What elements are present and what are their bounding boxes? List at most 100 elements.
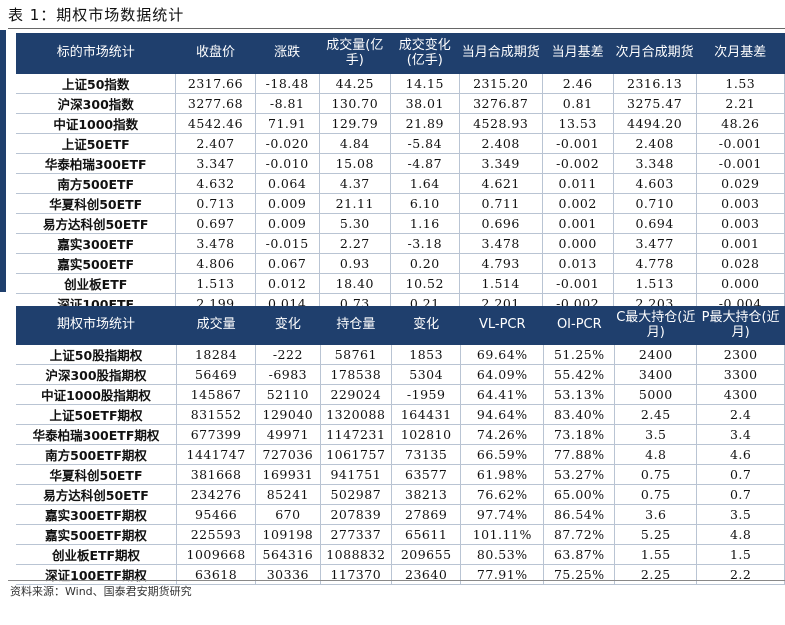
table-cell: 23640 xyxy=(391,564,462,585)
table-cell: 0.067 xyxy=(255,253,320,274)
table-cell: 63577 xyxy=(391,464,462,485)
table-cell: 73135 xyxy=(391,444,462,465)
table-cell: 61.98% xyxy=(460,464,545,485)
table-cell: 3.4 xyxy=(696,424,785,445)
table-cell: 49971 xyxy=(255,424,321,445)
column-header: 次月基差 xyxy=(696,33,785,74)
table-cell: 77.91% xyxy=(460,564,545,585)
table-row: 华夏科创50ETF 381668 169931 941751 63577 61.98% 53… xyxy=(16,464,785,485)
row-label: 上证50股指期权 xyxy=(16,344,178,365)
table-cell: 76.62% xyxy=(460,484,545,505)
table-cell: -0.001 xyxy=(542,133,614,154)
table-cell: 1088832 xyxy=(320,544,393,565)
table-cell: 4.632 xyxy=(175,173,256,194)
row-label: 嘉实500ETF期权 xyxy=(16,524,178,545)
table-cell: 64.41% xyxy=(460,384,545,405)
table-cell: -0.015 xyxy=(255,233,320,254)
table-cell: 48.26 xyxy=(696,113,785,134)
table-cell: 109198 xyxy=(255,524,321,545)
row-label: 中证1000指数 xyxy=(16,113,177,134)
table-cell: 63.87% xyxy=(543,544,616,565)
table-cell: 66.59% xyxy=(460,444,545,465)
table-cell: 15.08 xyxy=(319,153,391,174)
table-cell: 3277.68 xyxy=(175,93,256,114)
column-header: 成交量 xyxy=(176,306,257,345)
table-cell: 0.7 xyxy=(696,484,785,505)
table-cell: 0.711 xyxy=(459,193,543,214)
row-label: 中证1000股指期权 xyxy=(16,384,178,405)
table-cell: 2.21 xyxy=(696,93,785,114)
table-cell: 381668 xyxy=(176,464,257,485)
table-cell: 5000 xyxy=(614,384,698,405)
table-cell: 21.89 xyxy=(390,113,460,134)
source-divider xyxy=(8,580,785,581)
table-cell: 4300 xyxy=(696,384,785,405)
table-row: 嘉实300ETF期权 95466 670 207839 27869 97.74% 86.54… xyxy=(16,504,785,525)
table-cell: 4542.46 xyxy=(175,113,256,134)
table-row: 深证100ETF期权 63618 30336 117370 23640 77.91% 75.… xyxy=(16,564,785,585)
table-cell: -222 xyxy=(255,344,321,365)
table-cell: 4.621 xyxy=(459,173,543,194)
table-cell: 69.64% xyxy=(460,344,545,365)
table-row: 嘉实300ETF 3.478 -0.015 2.27 -3.18 3.478 0.000 3.… xyxy=(16,233,785,254)
row-label: 上证50ETF期权 xyxy=(16,404,178,425)
row-label: 华夏科创50ETF xyxy=(16,193,177,214)
row-label: 易方达科创50ETF xyxy=(16,484,178,505)
table-cell: 5.30 xyxy=(319,213,391,234)
table-row: 易方达科创50ETF 234276 85241 502987 38213 76.62% 65… xyxy=(16,484,785,505)
row-label: 华泰柏瑞300ETF期权 xyxy=(16,424,178,445)
table-row: 上证50股指期权 18284 -222 58761 1853 69.64% 51.25% 24… xyxy=(16,344,785,365)
table-cell: 102810 xyxy=(391,424,462,445)
table-cell: 0.697 xyxy=(175,213,256,234)
table-cell: 18284 xyxy=(176,344,257,365)
table-cell: 1009668 xyxy=(176,544,257,565)
table-cell: 5304 xyxy=(391,364,462,385)
table-cell: 3.6 xyxy=(614,504,698,525)
table-cell: 0.75 xyxy=(614,484,698,505)
table-cell: -4.87 xyxy=(390,153,460,174)
table-row: 创业板ETF期权 1009668 564316 1088832 209655 80.53%… xyxy=(16,544,785,565)
table-cell: -5.84 xyxy=(390,133,460,154)
table-cell: 38.01 xyxy=(390,93,460,114)
table-cell: 55.42% xyxy=(543,364,616,385)
table-cell: 3.348 xyxy=(613,153,697,174)
column-header: OI-PCR xyxy=(543,306,616,345)
table-cell: 6.10 xyxy=(390,193,460,214)
row-label: 深证100ETF期权 xyxy=(16,564,178,585)
table-cell: 3300 xyxy=(696,364,785,385)
table-cell: 564316 xyxy=(255,544,321,565)
table-cell: 0.003 xyxy=(696,193,785,214)
table-cell: 3276.87 xyxy=(459,93,543,114)
table-cell: 1.55 xyxy=(614,544,698,565)
table-cell: 74.26% xyxy=(460,424,545,445)
column-header: 变化 xyxy=(391,306,462,345)
table-cell: -6983 xyxy=(255,364,321,385)
table-cell: 0.696 xyxy=(459,213,543,234)
table-row: 沪深300指数 3277.68 -8.81 130.70 38.01 3276.87 0.8… xyxy=(16,93,785,114)
table-cell: 677399 xyxy=(176,424,257,445)
column-header: 涨跌 xyxy=(255,33,320,74)
table-cell: 13.53 xyxy=(542,113,614,134)
row-label: 嘉实300ETF xyxy=(16,233,177,254)
table-row: 南方500ETF 4.632 0.064 4.37 1.64 4.621 0.011 4.60… xyxy=(16,173,785,194)
table-cell: 5.25 xyxy=(614,524,698,545)
table-cell: 2.408 xyxy=(613,133,697,154)
table-cell: -0.002 xyxy=(542,153,614,174)
table-cell: 58761 xyxy=(320,344,393,365)
row-label: 上证50指数 xyxy=(16,73,177,94)
table-cell: 4.37 xyxy=(319,173,391,194)
table-cell: 2.46 xyxy=(542,73,614,94)
row-label: 易方达科创50ETF xyxy=(16,213,177,234)
column-header: P最大持仓(近月) xyxy=(696,306,785,345)
row-label: 上证50ETF xyxy=(16,133,177,154)
column-header: 标的市场统计 xyxy=(16,33,177,74)
table-cell: 1.513 xyxy=(613,273,697,294)
table-cell: 3275.47 xyxy=(613,93,697,114)
table-cell: 4.6 xyxy=(696,444,785,465)
table-cell: 0.75 xyxy=(614,464,698,485)
table-cell: 3.5 xyxy=(696,504,785,525)
table-cell: 65.00% xyxy=(543,484,616,505)
table-cell: 1.513 xyxy=(175,273,256,294)
table-row: 中证1000股指期权 145867 52110 229024 -1959 64.41% 53… xyxy=(16,384,785,405)
table-cell: 56469 xyxy=(176,364,257,385)
